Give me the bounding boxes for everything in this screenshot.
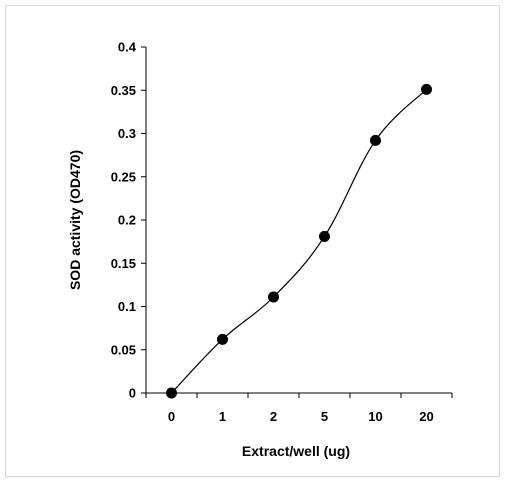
x-tick-label: 1 — [219, 409, 226, 424]
y-tick-label: 0.4 — [118, 40, 137, 55]
series-line — [171, 88, 427, 394]
data-point — [370, 134, 381, 146]
axes — [145, 47, 452, 394]
data-point — [166, 387, 177, 399]
x-tick-label: 5 — [321, 409, 328, 424]
y-tick-label: 0.05 — [111, 342, 136, 357]
data-point — [421, 83, 432, 95]
x-tick-label: 20 — [419, 409, 433, 424]
data-point — [217, 333, 228, 345]
y-tick-label: 0.25 — [111, 169, 136, 184]
x-tick-label: 2 — [270, 409, 277, 424]
y-tick-label: 0.35 — [111, 83, 136, 98]
x-axis-title: Extract/well (ug) — [242, 443, 350, 459]
y-ticks: 0 0.05 0.1 0.15 0.2 0.25 0.3 0.35 0.4 — [111, 40, 146, 401]
data-point — [268, 291, 279, 303]
y-tick-label: 0.15 — [111, 256, 136, 271]
y-axis-title: SOD activity (OD470) — [67, 150, 83, 290]
series — [166, 83, 432, 399]
chart-frame — [5, 5, 500, 477]
y-tick-label: 0.3 — [118, 126, 136, 141]
x-ticks: 0 1 2 5 10 20 — [145, 393, 453, 424]
x-tick-label: 10 — [368, 409, 382, 424]
y-tick-label: 0.1 — [118, 299, 136, 314]
data-point — [319, 230, 330, 242]
x-tick-label: 0 — [168, 409, 175, 424]
y-tick-label: 0.2 — [118, 213, 136, 228]
y-tick-label: 0 — [129, 386, 136, 401]
